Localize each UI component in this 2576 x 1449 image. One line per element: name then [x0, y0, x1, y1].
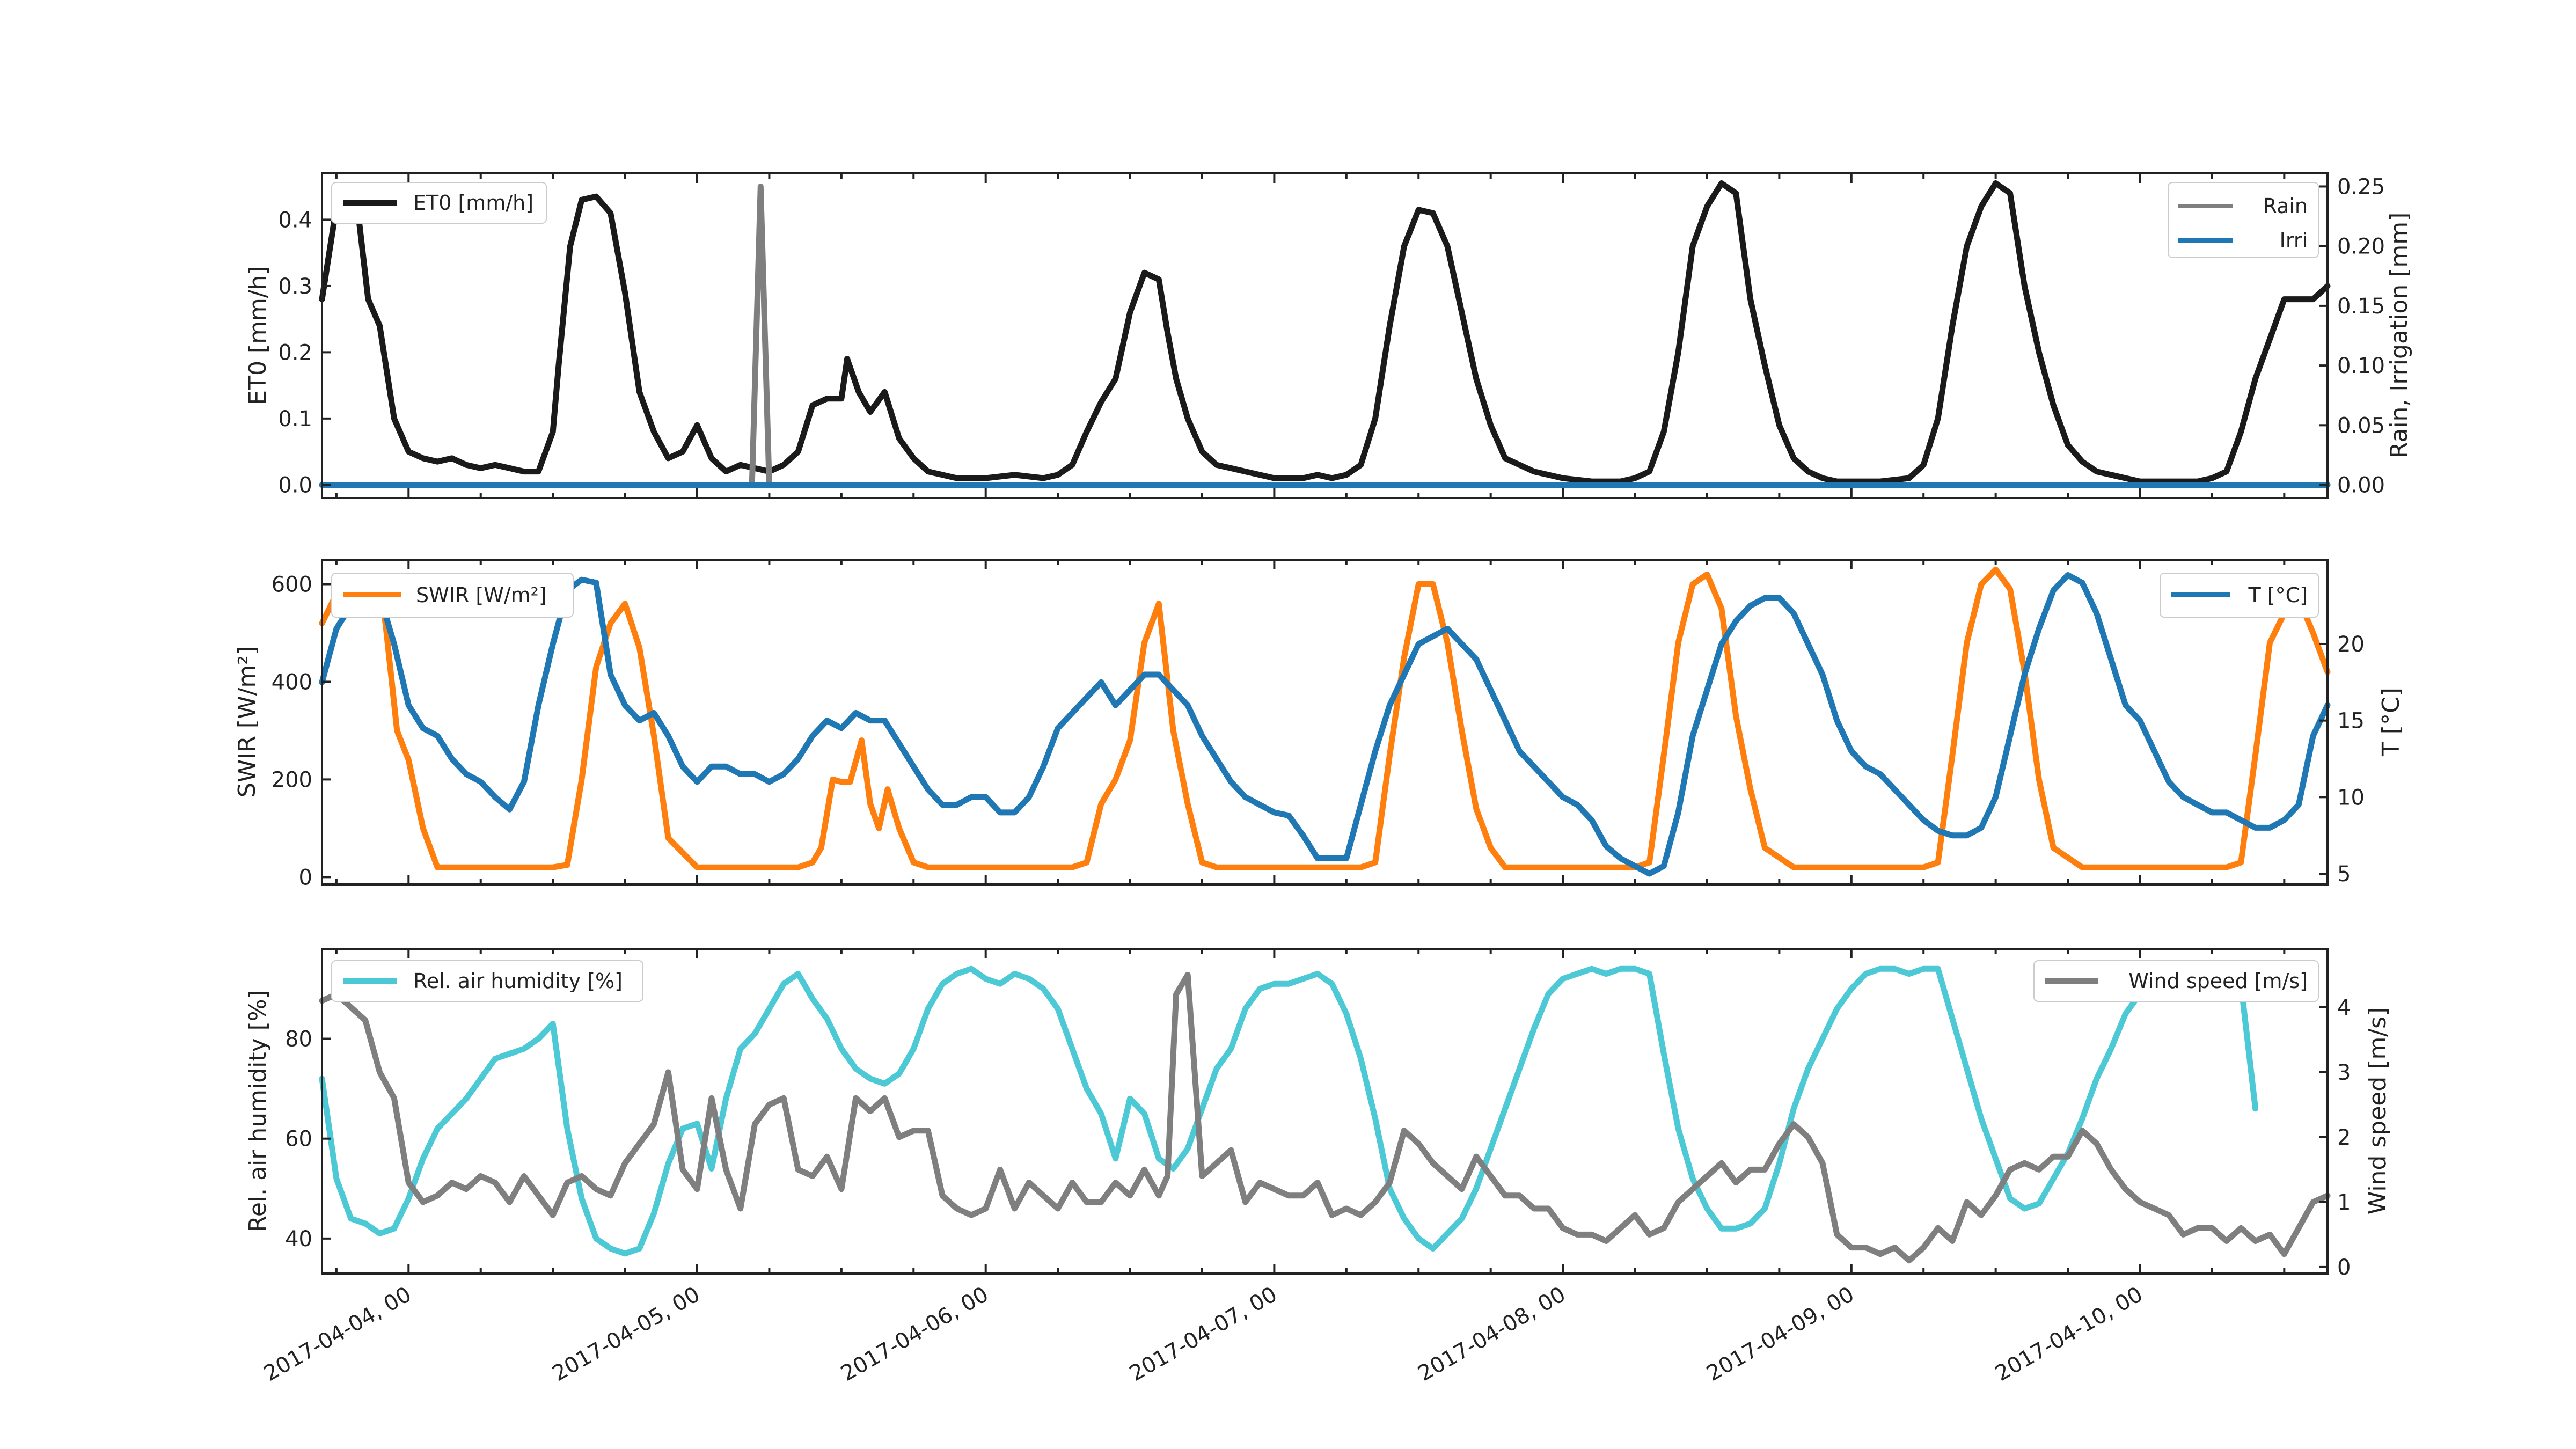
axes-frame	[321, 948, 2329, 1275]
axes-frame	[321, 559, 2329, 885]
ytick-right-label: 0.05	[2337, 413, 2385, 438]
legend-left: ET0 [mm/h]	[331, 182, 547, 224]
ytick-left-label: 0	[299, 865, 312, 890]
ytick-right-label: 0.00	[2337, 473, 2385, 498]
ytick-right-label: 20	[2337, 632, 2365, 657]
legend-box	[331, 182, 547, 224]
legend-left: Rel. air humidity [%]	[331, 960, 643, 1002]
ytick-right-label: 5	[2337, 862, 2351, 887]
ylabel-left: ET0 [mm/h]	[244, 266, 272, 405]
series-layer	[319, 566, 2331, 877]
legend-box	[2033, 960, 2319, 1002]
ylabel-right: T [°C]	[2377, 687, 2405, 757]
axes-frame	[321, 172, 2329, 499]
tick-layer: 0.0 0.1 0.2 0.3 0.4 0.00 0.05 0.10 0.15 0.20 0.25	[278, 173, 2385, 498]
series-wind	[319, 971, 2331, 1264]
legend-box	[2160, 573, 2319, 618]
ytick-right-label: 0.25	[2337, 174, 2385, 199]
series-layer	[319, 965, 2331, 1264]
ylabel-right: Rain, Irrigation [mm]	[2385, 213, 2413, 458]
legend-box	[331, 573, 574, 618]
ytick-right-label: 0.15	[2337, 294, 2385, 319]
series-rh	[319, 965, 2259, 1257]
series-temp	[319, 572, 2331, 877]
panel-humidity-wind: 40 60 80 0 1 2 3 4 Rel. air humidity [%] Wind s…	[244, 948, 2391, 1280]
series-et0	[319, 180, 2331, 485]
ylabel-right: Wind speed [m/s]	[2364, 1007, 2391, 1214]
legend-label-rain: Rain	[2263, 194, 2308, 218]
legend-right: T [°C]	[2160, 573, 2319, 618]
ytick-right-label: 1	[2337, 1190, 2351, 1215]
ytick-right-label: 10	[2337, 785, 2365, 810]
legend-label-swir: SWIR [W/m²]	[416, 583, 547, 607]
ytick-right-label: 0	[2337, 1255, 2351, 1280]
legend-right: Wind speed [m/s]	[2033, 960, 2319, 1002]
legend-right: Rain Irri	[2168, 182, 2319, 258]
ytick-left-label: 200	[272, 767, 312, 792]
ytick-left-label: 80	[285, 1027, 312, 1052]
ytick-left-label: 0.3	[278, 274, 312, 299]
ytick-left-label: 0.2	[278, 340, 312, 365]
panel-swir-temp: 0 200 400 600 5 10 15 20 SWIR [W/m²] T [°C] SWI…	[233, 559, 2405, 890]
legend-box	[331, 960, 643, 1002]
series-layer	[319, 180, 2331, 488]
ylabel-left: Rel. air humidity [%]	[244, 990, 272, 1232]
legend-label-temp: T [°C]	[2248, 583, 2308, 607]
ytick-right-label: 15	[2337, 709, 2365, 734]
tick-layer: 40 60 80 0 1 2 3 4	[285, 949, 2351, 1280]
ytick-right-label: 3	[2337, 1060, 2351, 1085]
ytick-left-label: 0.1	[278, 407, 312, 431]
ytick-right-label: 0.20	[2337, 235, 2385, 259]
legend-left: SWIR [W/m²]	[331, 573, 574, 618]
ytick-left-label: 600	[272, 572, 312, 597]
ytick-left-label: 0.0	[278, 473, 312, 497]
ytick-left-label: 60	[285, 1127, 312, 1152]
ytick-left-label: 40	[285, 1227, 312, 1252]
ytick-right-label: 4	[2337, 996, 2351, 1020]
ytick-right-label: 2	[2337, 1125, 2351, 1150]
series-swir	[319, 566, 2331, 870]
ytick-right-label: 0.10	[2337, 354, 2385, 378]
legend-label-rh: Rel. air humidity [%]	[413, 969, 623, 993]
ylabel-left: SWIR [W/m²]	[233, 646, 261, 797]
legend-label-wind: Wind speed [m/s]	[2128, 969, 2308, 993]
legend-label-irri: Irri	[2280, 229, 2308, 252]
tick-layer: 0 200 400 600 5 10 15 20	[272, 560, 2365, 890]
ytick-left-label: 400	[272, 670, 312, 694]
legend-label-et0: ET0 [mm/h]	[413, 191, 533, 215]
ytick-left-label: 0.4	[278, 208, 312, 232]
panel-et0-rain: 0.00.10.20.30.40.000.050.100.150.200.25 …	[244, 172, 2413, 499]
